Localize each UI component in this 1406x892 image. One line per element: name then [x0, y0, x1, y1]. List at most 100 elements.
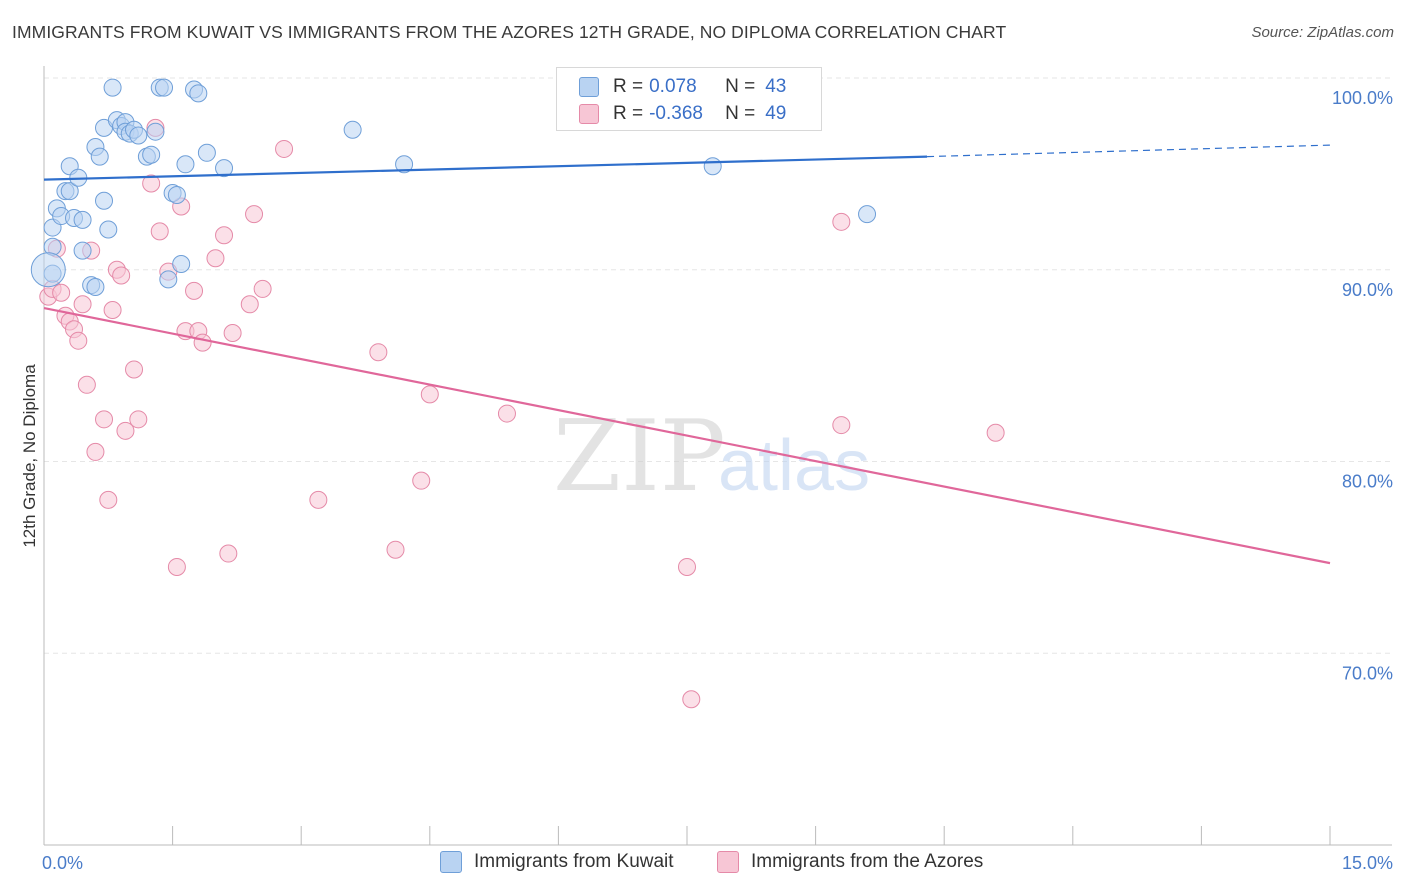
kuwait-point: [176, 155, 195, 174]
azores-point: [193, 333, 212, 352]
watermark-atlas: atlas: [718, 426, 870, 506]
azores-point: [150, 222, 169, 241]
watermark-zip: ZIP: [553, 400, 726, 514]
azores-point: [103, 301, 122, 320]
azores-point: [95, 410, 114, 429]
azores-point: [682, 690, 701, 709]
source-label: Source: ZipAtlas.com: [1251, 24, 1394, 41]
kuwait-point: [215, 159, 234, 178]
azores-point: [497, 404, 516, 423]
kuwait-point: [99, 220, 118, 239]
kuwait-point: [95, 191, 114, 210]
azores-point: [77, 375, 96, 394]
legend-n-label: N =: [725, 103, 756, 124]
kuwait-point: [858, 205, 877, 224]
y-axis-title: 12th Grade, No Diploma: [20, 364, 39, 548]
kuwait-point: [86, 278, 105, 297]
x-tick-label: 15.0%: [1342, 853, 1393, 873]
kuwait-point: [60, 182, 79, 201]
azores-point: [167, 557, 186, 576]
azores-point: [142, 174, 161, 193]
y-tick-label: 90.0%: [1342, 280, 1393, 300]
kuwait-point: [343, 120, 362, 139]
chart-title: IMMIGRANTS FROM KUWAIT VS IMMIGRANTS FRO…: [12, 22, 1007, 42]
azores-point: [112, 266, 131, 285]
azores-point: [185, 281, 204, 300]
kuwait-point: [155, 78, 174, 97]
kuwait-point: [395, 155, 414, 174]
legend-r-value: 0.078: [649, 76, 697, 97]
y-tick-label: 80.0%: [1342, 472, 1393, 492]
trend-lines: [43, 144, 1331, 565]
x-tick-label: 0.0%: [42, 853, 83, 873]
kuwait-point: [73, 241, 92, 260]
azores-point: [309, 490, 328, 509]
legend-r-label: R =: [613, 76, 644, 97]
legend-n-value: 43: [765, 76, 787, 97]
azores-point: [275, 139, 294, 158]
legend-label-kuwait: Immigrants from Kuwait: [474, 851, 674, 872]
azores-point: [86, 442, 105, 461]
azores-point: [240, 295, 259, 314]
azores-point: [223, 324, 242, 343]
azores-point: [369, 343, 388, 362]
kuwait-point: [129, 126, 148, 145]
legend-r-value: -0.368: [649, 103, 703, 124]
kuwait-point: [90, 147, 109, 166]
azores-point: [832, 212, 851, 231]
kuwait-trend-extension: [927, 144, 1331, 158]
legend-n-label: N =: [725, 76, 756, 97]
kuwait-trend-line: [43, 155, 928, 181]
kuwait-point: [167, 185, 186, 204]
kuwait-point: [103, 78, 122, 97]
kuwait-point: [146, 122, 165, 141]
azores-point: [412, 471, 431, 490]
azores-point: [219, 544, 238, 563]
legend-item-azores: Immigrants from the Azores: [717, 851, 983, 873]
azores-point: [99, 490, 118, 509]
azores-point: [116, 421, 135, 440]
azores-point: [386, 540, 405, 559]
series-legend: Immigrants from Kuwait Immigrants from t…: [0, 851, 1406, 877]
legend-r-label: R =: [613, 103, 644, 124]
kuwait-point: [73, 210, 92, 229]
legend-n-value: 49: [765, 103, 787, 124]
azores-point: [52, 283, 71, 302]
y-tick-label: 70.0%: [1342, 663, 1393, 683]
azores-point: [253, 279, 272, 298]
legend-label-azores: Immigrants from the Azores: [751, 851, 984, 872]
kuwait-point-large: [30, 252, 66, 288]
azores-point: [129, 410, 148, 429]
y-tick-label: 100.0%: [1332, 88, 1393, 108]
axes: [43, 66, 1392, 846]
azores-point: [69, 331, 88, 350]
legend-swatch-kuwait: [579, 77, 599, 97]
kuwait-point: [159, 270, 178, 289]
legend-item-kuwait: Immigrants from Kuwait: [440, 851, 674, 873]
azores-trend-line: [43, 307, 1331, 565]
kuwait-point: [703, 157, 722, 176]
stats-legend: R = 0.078 N = 43 R = -0.368 N = 49: [556, 67, 822, 131]
legend-swatch-azores: [579, 104, 599, 124]
kuwait-point: [172, 254, 191, 273]
x-tick-labels: 0.0% 15.0%: [42, 853, 1393, 873]
azores-point: [986, 423, 1005, 442]
kuwait-point: [197, 143, 216, 162]
azores-point: [125, 360, 144, 379]
azores-points: [39, 118, 1005, 709]
legend-row-azores: R = -0.368 N = 49: [579, 102, 786, 126]
kuwait-points: [30, 78, 877, 297]
azores-point: [206, 249, 225, 268]
legend-swatch-kuwait: [440, 851, 462, 873]
azores-point: [215, 226, 234, 245]
azores-point: [832, 416, 851, 435]
kuwait-point: [189, 84, 208, 103]
azores-point: [73, 295, 92, 314]
azores-point: [678, 557, 696, 576]
azores-point: [420, 385, 439, 404]
y-tick-labels: 70.0% 80.0% 90.0% 100.0%: [1332, 88, 1393, 683]
legend-row-kuwait: R = 0.078 N = 43: [579, 75, 786, 99]
azores-point: [245, 205, 264, 224]
legend-swatch-azores: [717, 851, 739, 873]
